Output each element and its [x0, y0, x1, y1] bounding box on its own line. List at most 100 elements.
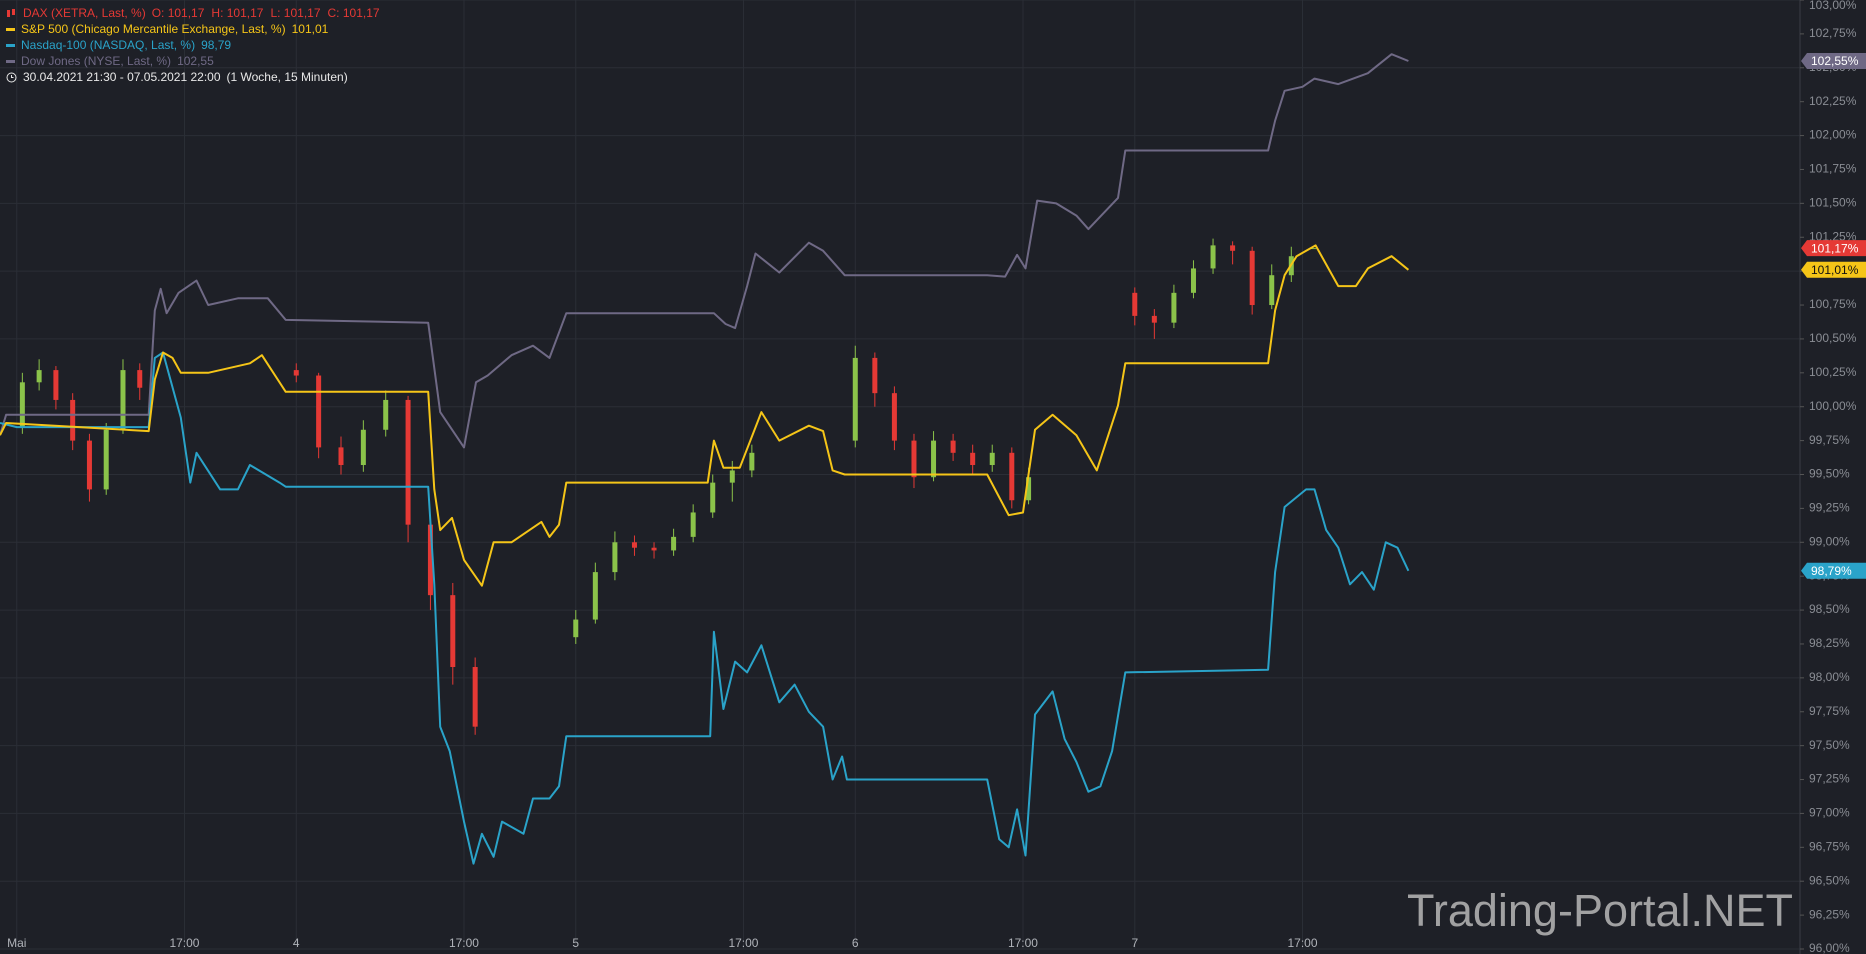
candle-body — [360, 429, 366, 466]
y-tick-label: 99,50% — [1809, 467, 1850, 481]
legend-value: C: 101,17 — [327, 6, 380, 20]
x-tick-label: 7 — [1131, 936, 1138, 950]
candle-body — [592, 572, 598, 620]
x-tick-label: 17:00 — [169, 936, 199, 950]
watermark: Trading-Portal.NET — [1407, 885, 1793, 936]
y-tick-label: 102,00% — [1809, 128, 1857, 142]
candle-body — [1190, 268, 1196, 293]
y-tick-label: 99,25% — [1809, 501, 1850, 515]
candle-body — [852, 357, 858, 441]
price-tag-label: 101,17% — [1811, 241, 1859, 255]
legend-icon — [6, 27, 15, 31]
candle-body — [573, 619, 579, 638]
candle-body — [872, 357, 878, 394]
y-tick-label: 100,25% — [1809, 365, 1857, 379]
candle-body — [749, 452, 755, 471]
y-tick-label: 101,25% — [1809, 229, 1857, 243]
y-tick-label: 99,00% — [1809, 534, 1850, 548]
candle-body — [472, 667, 478, 727]
legend-value: H: 101,17 — [211, 6, 264, 20]
candle-body — [427, 524, 433, 596]
legend-entry: S&P 500 (Chicago Mercantile Exchange, La… — [6, 21, 380, 37]
candle-body — [1132, 292, 1138, 316]
y-tick-label: 98,25% — [1809, 636, 1850, 650]
y-tick-label: 97,25% — [1809, 772, 1850, 786]
candle-body — [1009, 452, 1015, 501]
period-row: 30.04.2021 21:30 - 07.05.2021 22:00 (1 W… — [6, 69, 380, 85]
candle-body — [383, 399, 389, 430]
x-tick-label: 17:00 — [728, 936, 758, 950]
y-tick-label: 103,00% — [1809, 0, 1857, 12]
candle-body — [1026, 477, 1032, 501]
y-tick-label: 100,50% — [1809, 331, 1857, 345]
candle-body — [1210, 245, 1216, 269]
candle-body — [86, 440, 92, 490]
y-tick-label: 100,75% — [1809, 297, 1857, 311]
period-note: (1 Woche, 15 Minuten) — [226, 70, 348, 84]
candle-body — [405, 399, 411, 525]
candle-body — [989, 452, 995, 466]
price-tag-label: 98,79% — [1811, 564, 1852, 578]
y-tick-label: 100,00% — [1809, 399, 1857, 413]
period: 30.04.2021 21:30 - 07.05.2021 22:00 — [23, 70, 221, 84]
legend-icon — [6, 43, 15, 47]
y-tick-label: 96,50% — [1809, 873, 1850, 887]
y-tick-label: 98,00% — [1809, 670, 1850, 684]
candle-body — [137, 370, 143, 388]
y-tick-label: 96,25% — [1809, 907, 1850, 921]
series-line — [0, 351, 1410, 865]
legend-value: O: 101,17 — [151, 6, 205, 20]
x-tick-label: 17:00 — [1287, 936, 1317, 950]
legend-label: Nasdaq-100 (NASDAQ, Last, %) — [21, 38, 196, 52]
legend-value: L: 101,17 — [270, 6, 321, 20]
legend-label: DAX (XETRA, Last, %) — [23, 6, 146, 20]
y-tick-label: 96,00% — [1809, 941, 1850, 954]
plot — [0, 53, 1410, 865]
candle-body — [1171, 292, 1177, 323]
candle-body — [631, 542, 637, 548]
candle-body — [450, 595, 456, 668]
x-tick-label: 17:00 — [449, 936, 479, 950]
x-tick-label: 5 — [572, 936, 579, 950]
candle-body — [1311, 248, 1317, 250]
candle-body — [950, 440, 956, 453]
y-axis: 96,00% 96,25% 96,50% 96,75% 97,00% 97,25% 97,5… — [1800, 0, 1866, 954]
price-tag — [1801, 562, 1866, 579]
candle-body — [1230, 245, 1236, 251]
price-tag — [1801, 261, 1866, 278]
candle-body — [671, 536, 677, 551]
price-tag-label: 101,01% — [1811, 263, 1859, 277]
candle-body — [19, 382, 25, 428]
grid: Mai 17:00 4 17:00 5 17:00 6 17:00 7 17:00 — [0, 0, 1800, 950]
y-tick-label: 96,75% — [1809, 839, 1850, 853]
legend-series: S&P 500 (Chicago Mercantile Exchange, La… — [6, 21, 380, 69]
candle-body — [36, 370, 42, 383]
candle-body — [612, 542, 618, 573]
price-tag — [1801, 53, 1866, 70]
y-tick-label: 97,75% — [1809, 704, 1850, 718]
candle-body — [70, 399, 76, 441]
y-tick-label: 101,75% — [1809, 162, 1857, 176]
clock-icon — [6, 72, 17, 82]
legend-value: 98,79 — [201, 38, 232, 52]
candle-body — [316, 375, 322, 448]
x-tick-label: 6 — [852, 936, 859, 950]
y-tick-label: 101,50% — [1809, 196, 1857, 210]
candle-body — [931, 440, 937, 478]
y-tick-label: 97,00% — [1809, 806, 1850, 820]
legend-value: 102,55 — [177, 54, 214, 68]
legend-label: Dow Jones (NYSE, Last, %) — [21, 54, 172, 68]
candle-body — [690, 512, 696, 537]
candle-body — [911, 440, 917, 478]
legend-icon — [6, 59, 15, 63]
candle-body — [120, 370, 126, 430]
legend-label: S&P 500 (Chicago Mercantile Exchange, La… — [21, 22, 286, 36]
candle-body — [53, 370, 59, 400]
x-tick-label: 4 — [293, 936, 300, 950]
candle-body — [729, 470, 735, 483]
candle-body — [710, 482, 716, 513]
candle-body — [1249, 250, 1255, 306]
candle-body — [1151, 315, 1157, 323]
y-tick-label: 99,75% — [1809, 433, 1850, 447]
